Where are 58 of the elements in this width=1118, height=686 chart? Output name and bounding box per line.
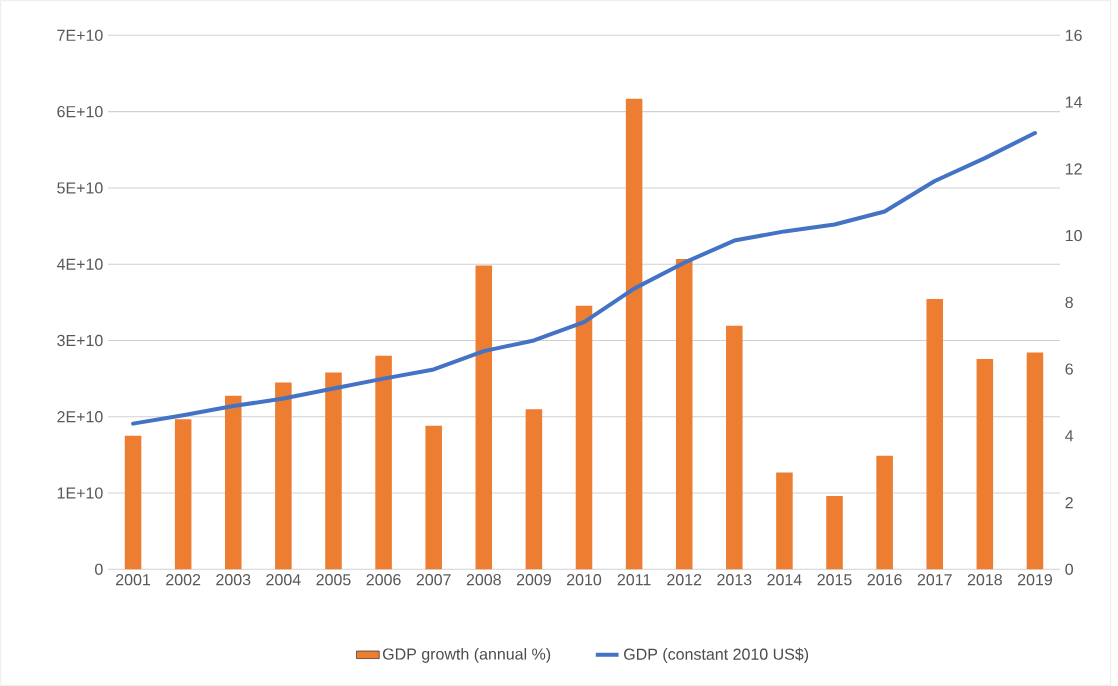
x-tick-label: 2003 bbox=[216, 574, 251, 586]
bar bbox=[1026, 352, 1044, 570]
x-tick-label: 2013 bbox=[717, 574, 752, 586]
bar bbox=[976, 359, 994, 570]
y-tick-label: 2E+10 bbox=[57, 411, 103, 423]
bar bbox=[625, 98, 643, 570]
bar bbox=[826, 495, 843, 570]
x-tick-label: 2011 bbox=[617, 574, 651, 586]
bar bbox=[425, 425, 442, 570]
bar bbox=[525, 409, 543, 570]
x-tick-label: 2019 bbox=[1017, 574, 1052, 586]
x-tick-label: 2002 bbox=[166, 574, 201, 586]
bar bbox=[475, 265, 493, 570]
line-series bbox=[131, 130, 1037, 426]
x-tick-label: 2001 bbox=[116, 574, 151, 586]
y2-tick-label: 2 bbox=[1065, 497, 1073, 509]
y2-tick-label: 14 bbox=[1065, 96, 1083, 108]
bar bbox=[124, 435, 142, 570]
x-tick-label: 2006 bbox=[366, 574, 401, 586]
y2-tick-label: 16 bbox=[1065, 29, 1082, 41]
bar bbox=[325, 372, 342, 570]
bar bbox=[174, 419, 192, 570]
y-tick-label: 5E+10 bbox=[57, 182, 103, 194]
x-tick-label: 2017 bbox=[917, 574, 952, 586]
y2-tick-label: 8 bbox=[1065, 296, 1073, 308]
bar bbox=[675, 258, 693, 570]
x-tick-label: 2005 bbox=[316, 574, 351, 586]
bar bbox=[726, 325, 743, 570]
y2-tick-label: 10 bbox=[1065, 229, 1082, 242]
legend-label: GDP (constant 2010 US$) bbox=[624, 647, 809, 663]
y-tick-label: 7E+10 bbox=[57, 29, 103, 41]
x-tick-label: 2012 bbox=[667, 574, 702, 586]
bar bbox=[876, 455, 893, 570]
x-tick-label: 2014 bbox=[767, 574, 802, 586]
bar bbox=[225, 395, 242, 570]
x-tick-label: 2007 bbox=[416, 574, 451, 586]
x-tick-label: 2016 bbox=[867, 574, 902, 586]
x-tick-label: 2009 bbox=[516, 574, 551, 586]
y-tick-label: 4E+10 bbox=[56, 258, 103, 270]
x-tick-label: 2010 bbox=[567, 574, 602, 586]
x-tick-label: 2008 bbox=[466, 574, 501, 586]
y-tick-label: 6E+10 bbox=[57, 105, 103, 118]
bar bbox=[776, 472, 793, 570]
y2-tick-label: 0 bbox=[1065, 563, 1073, 575]
y-tick-label: 1E+10 bbox=[57, 487, 103, 499]
bar bbox=[575, 305, 593, 570]
y2-tick-label: 6 bbox=[1065, 363, 1073, 375]
y-tick-label: 0 bbox=[95, 563, 103, 575]
bar bbox=[275, 382, 292, 570]
y2-tick-label: 4 bbox=[1065, 430, 1074, 442]
legend-label: GDP growth (annual %) bbox=[382, 647, 551, 663]
y-tick-label: 3E+10 bbox=[57, 334, 103, 347]
x-tick-label: 2004 bbox=[266, 574, 301, 586]
bar bbox=[375, 355, 392, 570]
x-tick-label: 2015 bbox=[817, 574, 852, 586]
bar bbox=[926, 299, 944, 570]
x-tick-label: 2018 bbox=[967, 574, 1002, 586]
y2-tick-label: 12 bbox=[1065, 163, 1082, 175]
